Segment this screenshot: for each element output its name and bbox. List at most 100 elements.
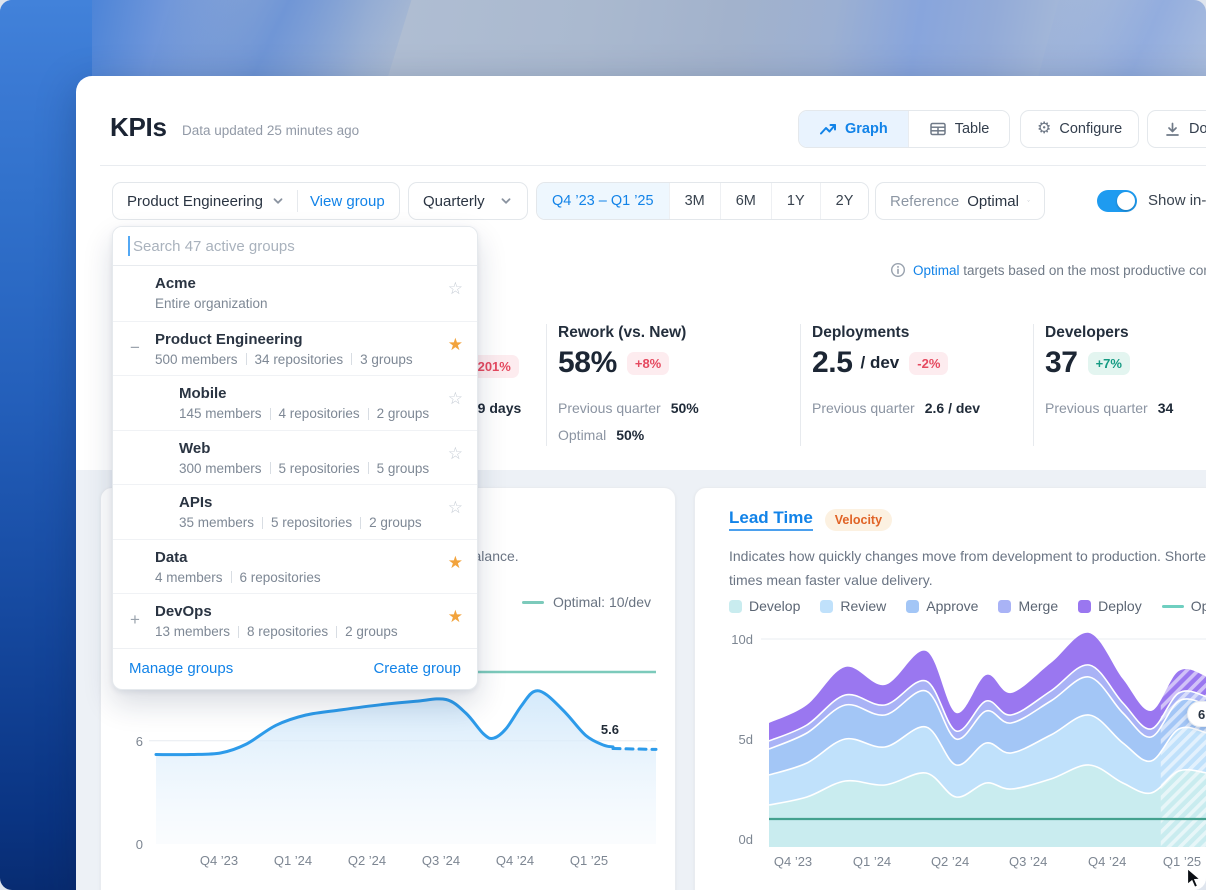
legend-label: Merge bbox=[1018, 598, 1059, 614]
group-meta: 300 members 5 repositories 5 groups bbox=[179, 460, 430, 476]
expand-icon[interactable]: + bbox=[130, 610, 140, 629]
kpi-optimal-row: Optimal 50% bbox=[558, 427, 645, 443]
group-list-item[interactable]: Data 4 members 6 repositories ★ bbox=[113, 538, 477, 594]
kpi-previous-row: Previous quarter 2.6 / dev bbox=[812, 400, 980, 416]
mouse-cursor bbox=[1186, 868, 1202, 889]
info-icon[interactable] bbox=[890, 262, 906, 278]
kpi-change-badge: -2% bbox=[909, 351, 949, 375]
stacked-area-chart[interactable]: 10d 5d 0d Q4 ’23 Q1 ’24 Q2 ’24 Q3 ’24 Q4 ’24 Q1 … bbox=[695, 628, 1206, 890]
svg-text:Q1 ’25: Q1 ’25 bbox=[1163, 854, 1201, 869]
range-3m[interactable]: 3M bbox=[669, 183, 721, 219]
kpi-change-badge: +7% bbox=[1087, 351, 1130, 375]
legend-label: Review bbox=[840, 598, 887, 614]
group-list-item[interactable]: Acme Entire organization ☆ bbox=[113, 266, 477, 321]
group-list-item[interactable]: APIs 35 members 5 repositories 2 groups ☆ bbox=[113, 484, 477, 539]
star-icon[interactable]: ☆ bbox=[447, 279, 463, 298]
legend-item[interactable]: Develop bbox=[729, 598, 800, 614]
optimal-line-swatch bbox=[1161, 604, 1184, 608]
group-list-item[interactable]: Web 300 members 5 repositories 5 groups ☆ bbox=[113, 429, 477, 485]
group-list-item[interactable]: + DevOps 13 members 8 repositories 2 groups ★ bbox=[113, 593, 477, 648]
collapse-icon[interactable]: − bbox=[130, 337, 140, 357]
group-list-item[interactable]: Mobile 145 members 4 repositories 2 groups ☆ bbox=[113, 375, 477, 430]
period-selector-value: Quarterly bbox=[423, 192, 485, 210]
manage-groups-link[interactable]: Manage groups bbox=[129, 660, 234, 677]
svg-text:5.6: 5.6 bbox=[601, 722, 619, 737]
group-dropdown-footer: Manage groups Create group bbox=[113, 647, 477, 689]
group-list: Acme Entire organization ☆ − Product Enginee… bbox=[113, 266, 477, 648]
view-group-link[interactable]: View group bbox=[309, 192, 385, 210]
legend-swatch bbox=[906, 599, 920, 613]
group-name: APIs bbox=[179, 494, 213, 511]
svg-text:10d: 10d bbox=[731, 632, 753, 647]
chevron-down-icon bbox=[273, 198, 283, 204]
data-point-label: 6.2d bbox=[1187, 701, 1206, 727]
kpi-previous-value: 2.9 days bbox=[466, 400, 522, 416]
optimal-link[interactable]: Optimal bbox=[913, 262, 960, 278]
tab-graph-label: Graph bbox=[845, 121, 888, 137]
tab-graph[interactable]: Graph bbox=[799, 111, 908, 147]
reference-value: Optimal bbox=[967, 192, 1019, 210]
group-name: DevOps bbox=[155, 603, 212, 620]
star-icon[interactable]: ☆ bbox=[447, 443, 463, 463]
configure-label: Configure bbox=[1059, 121, 1123, 137]
star-icon[interactable]: ★ bbox=[447, 607, 463, 626]
range-6m[interactable]: 6M bbox=[720, 183, 772, 219]
star-icon[interactable]: ★ bbox=[447, 552, 463, 572]
tab-table[interactable]: Table bbox=[907, 111, 1010, 147]
svg-text:0: 0 bbox=[136, 837, 143, 852]
kpi-divider bbox=[1033, 324, 1034, 446]
download-icon bbox=[1166, 122, 1179, 136]
lead-time-title-link[interactable]: Lead Time bbox=[729, 508, 813, 531]
svg-text:Q1 ’24: Q1 ’24 bbox=[853, 854, 891, 869]
star-icon[interactable]: ☆ bbox=[447, 498, 463, 517]
legend-item[interactable]: Deploy bbox=[1078, 598, 1142, 614]
group-name: Mobile bbox=[179, 385, 227, 402]
info-text: targets based on the most productive com… bbox=[963, 262, 1206, 278]
legend-swatch bbox=[998, 599, 1012, 613]
optimal-legend-label: Optimal: 10/dev bbox=[552, 594, 651, 610]
group-selector[interactable]: Product Engineering View group bbox=[112, 182, 400, 220]
svg-text:Q3 ’24: Q3 ’24 bbox=[422, 853, 460, 868]
svg-text:Q4 ’24: Q4 ’24 bbox=[496, 853, 534, 868]
svg-text:5d: 5d bbox=[739, 732, 753, 747]
range-custom[interactable]: Q4 ’23 – Q1 ’25 bbox=[537, 183, 670, 219]
svg-text:Q4 ’23: Q4 ’23 bbox=[774, 854, 812, 869]
group-list-item[interactable]: − Product Engineering 500 members 34 reposi… bbox=[113, 320, 477, 376]
chart-description: Indicates how quickly changes move from … bbox=[729, 548, 1206, 588]
legend-swatch bbox=[820, 599, 834, 613]
period-selector[interactable]: Quarterly bbox=[408, 182, 528, 220]
legend-item[interactable]: Approve bbox=[906, 598, 978, 614]
star-icon[interactable]: ☆ bbox=[447, 389, 463, 408]
group-name: Web bbox=[179, 439, 211, 457]
legend-item[interactable]: Merge bbox=[998, 598, 1058, 614]
create-group-link[interactable]: Create group bbox=[373, 660, 461, 677]
svg-text:Q2 ’24: Q2 ’24 bbox=[931, 854, 969, 869]
chevron-down-icon bbox=[1027, 200, 1030, 202]
range-1y[interactable]: 1Y bbox=[771, 183, 821, 219]
svg-text:Q4 ’24: Q4 ’24 bbox=[1088, 854, 1126, 869]
range-2y[interactable]: 2Y bbox=[820, 183, 869, 219]
legend-label: Deploy bbox=[1098, 598, 1142, 614]
star-icon[interactable]: ★ bbox=[447, 334, 463, 354]
download-button[interactable]: Download bbox=[1147, 110, 1206, 148]
group-search-input[interactable] bbox=[113, 227, 477, 265]
reference-selector[interactable]: Reference Optimal bbox=[875, 182, 1045, 220]
svg-text:Q3 ’24: Q3 ’24 bbox=[1009, 854, 1047, 869]
data-updated-note: Data updated 25 minutes ago bbox=[182, 123, 360, 138]
configure-button[interactable]: ⚙ Configure bbox=[1020, 110, 1140, 148]
download-label: Download bbox=[1189, 121, 1206, 137]
tab-table-label: Table bbox=[954, 121, 990, 137]
kpi-title: Rework (vs. New) bbox=[558, 324, 687, 341]
optimal-legend: Optimal: 10/dev bbox=[521, 594, 651, 610]
show-in-progress-toggle[interactable] bbox=[1097, 190, 1137, 212]
date-range-tabs: Q4 ’23 – Q1 ’25 3M 6M 1Y 2Y bbox=[536, 182, 870, 220]
svg-text:Q2 ’24: Q2 ’24 bbox=[348, 853, 386, 868]
group-meta: 500 members 34 repositories 3 groups bbox=[155, 351, 413, 367]
optimal-line-swatch bbox=[521, 600, 544, 604]
group-search bbox=[113, 227, 477, 266]
kpi-value: 58% bbox=[558, 346, 617, 379]
legend-label: Optimal: 1 day bbox=[1190, 598, 1206, 614]
kpi-value: 37 bbox=[1045, 346, 1078, 379]
kpi-divider bbox=[800, 324, 801, 446]
legend-item[interactable]: Review bbox=[820, 598, 886, 614]
